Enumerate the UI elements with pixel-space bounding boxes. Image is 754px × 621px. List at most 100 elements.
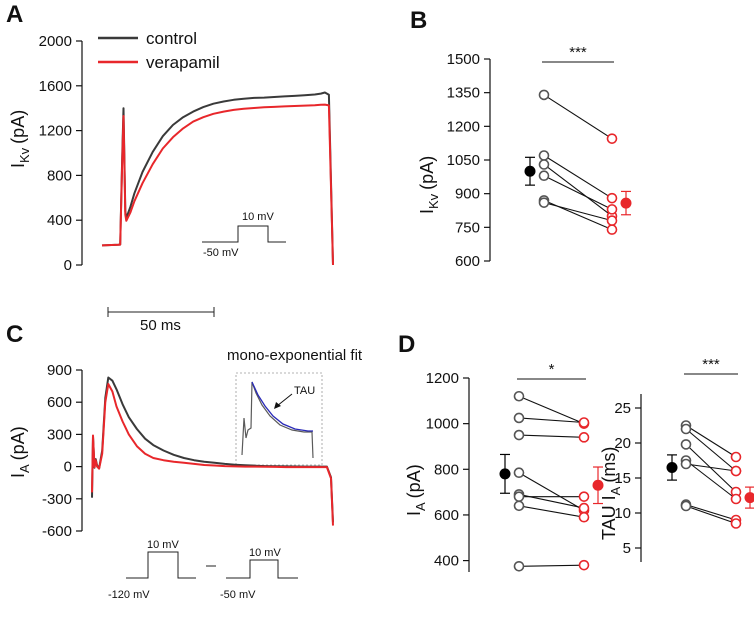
mean-point-d1 [592, 479, 604, 491]
y-tick-label-d1: 400 [434, 553, 459, 570]
pair-line-b [543, 164, 613, 217]
control-point-b [538, 159, 550, 170]
verapamil-point-d2 [730, 465, 742, 477]
control-point-d2 [680, 439, 692, 450]
verapamil-point-d1 [578, 502, 590, 514]
verapamil-point-d1 [578, 559, 590, 571]
y-tick-label-c: 600 [47, 394, 72, 411]
y-tick-label-b: 1500 [447, 51, 480, 68]
verapamil-point-d1 [578, 491, 590, 502]
y-tick-label-a: 0 [64, 257, 72, 274]
mean-point-b [620, 197, 632, 209]
verapamil-point-b [606, 224, 618, 235]
significance-label-b: *** [569, 44, 587, 61]
control-point-b [538, 197, 550, 208]
mean-point-d2 [744, 492, 754, 504]
y-tick-label-d2: 10 [614, 505, 631, 522]
y-tick-label-d2: 15 [614, 470, 631, 487]
y-axis-title-b: IKv(pA) [417, 156, 441, 214]
y-axis-title-d2: TAU IA(ms) [599, 447, 623, 540]
protocol-a-pre: -50 mV [203, 247, 239, 259]
y-tick-label-c: -600 [42, 523, 72, 540]
pair-line-b [543, 155, 613, 199]
control-point-b [538, 150, 550, 161]
y-tick-label-d1: 1000 [426, 416, 459, 433]
y-tick-label-c: -300 [42, 491, 72, 508]
y-tick-label-d2: 20 [614, 435, 631, 452]
inset-trace [241, 381, 314, 459]
protocol-a [202, 225, 286, 243]
trace-verapamil-a [101, 103, 334, 266]
control-point-b [538, 170, 550, 182]
y-tick-label-b: 900 [455, 186, 480, 203]
pair-line-b [543, 202, 613, 222]
mean-point-b [524, 165, 536, 177]
panel-label-c: C [6, 321, 23, 348]
y-tick-label-a: 2000 [39, 33, 72, 50]
fit-annotation: mono-exponential fit [227, 347, 363, 364]
control-point-b [538, 89, 550, 101]
y-tick-label-a: 1200 [39, 123, 72, 140]
protocol-a-step: 10 mV [242, 211, 274, 223]
protocol-c1 [126, 551, 196, 579]
y-axis-title-a: IKv(pA) [8, 110, 32, 168]
trace-control-a [101, 91, 334, 266]
verapamil-point-d1 [578, 417, 590, 428]
protocol-c2-pre: -50 mV [220, 589, 256, 601]
control-point-d1 [513, 560, 525, 572]
pair-line-d1 [518, 472, 585, 511]
pair-line-d2 [685, 505, 737, 525]
y-tick-label-c: 900 [47, 362, 72, 379]
y-tick-label-b: 600 [455, 253, 480, 270]
pair-line-d2 [685, 425, 737, 458]
pair-line-b [543, 175, 613, 210]
pair-line-d1 [518, 505, 585, 518]
scale-bar-label: 50 ms [140, 317, 181, 334]
pair-line-d2 [685, 460, 737, 500]
inset-fit-curve [251, 381, 313, 432]
y-tick-label-d1: 800 [434, 461, 459, 478]
control-point-d1 [513, 429, 525, 441]
y-tick-label-c: 0 [64, 459, 72, 476]
y-tick-label-a: 400 [47, 212, 72, 229]
y-tick-label-b: 1050 [447, 152, 480, 169]
y-tick-label-b: 1200 [447, 118, 480, 135]
tau-label: TAU [294, 385, 315, 397]
tau-arrow [276, 393, 293, 407]
pair-line-b [543, 94, 613, 140]
pair-line-d2 [685, 444, 737, 493]
plots-layer: 0400800120016002000600750900105012001350… [39, 33, 754, 572]
verapamil-point-d2 [730, 451, 742, 463]
pair-line-d1 [518, 417, 585, 424]
y-tick-label-b: 1350 [447, 85, 480, 102]
control-point-d1 [513, 412, 525, 424]
pair-line-d2 [685, 463, 737, 472]
control-point-d1 [513, 390, 525, 402]
y-tick-label-d2: 5 [623, 540, 631, 557]
y-tick-label-b: 750 [455, 219, 480, 236]
pair-line-d1 [518, 434, 585, 438]
y-tick-label-a: 1600 [39, 78, 72, 95]
control-point-d1 [513, 500, 525, 512]
protocol-c2 [226, 559, 298, 579]
trace-verapamil-c [91, 383, 334, 526]
control-point-d1 [513, 491, 525, 502]
control-point-d2 [680, 423, 692, 435]
significance-label-d2: *** [702, 356, 720, 373]
verapamil-point-d1 [578, 432, 590, 443]
y-tick-label-a: 800 [47, 167, 72, 184]
verapamil-point-b [606, 215, 618, 226]
tau-arrowhead [274, 402, 281, 409]
verapamil-point-b [606, 133, 618, 144]
verapamil-point-d2 [730, 518, 742, 529]
panel-label-b: B [410, 7, 427, 34]
significance-label-d1: * [549, 361, 555, 378]
protocol-c1-step: 10 mV [147, 539, 179, 551]
y-tick-label-d1: 600 [434, 507, 459, 524]
control-point-d1 [513, 467, 525, 479]
pair-line-d2 [685, 428, 737, 472]
mean-point-d1 [499, 468, 511, 480]
pair-line-d1 [518, 395, 585, 425]
verapamil-point-b [606, 192, 618, 204]
